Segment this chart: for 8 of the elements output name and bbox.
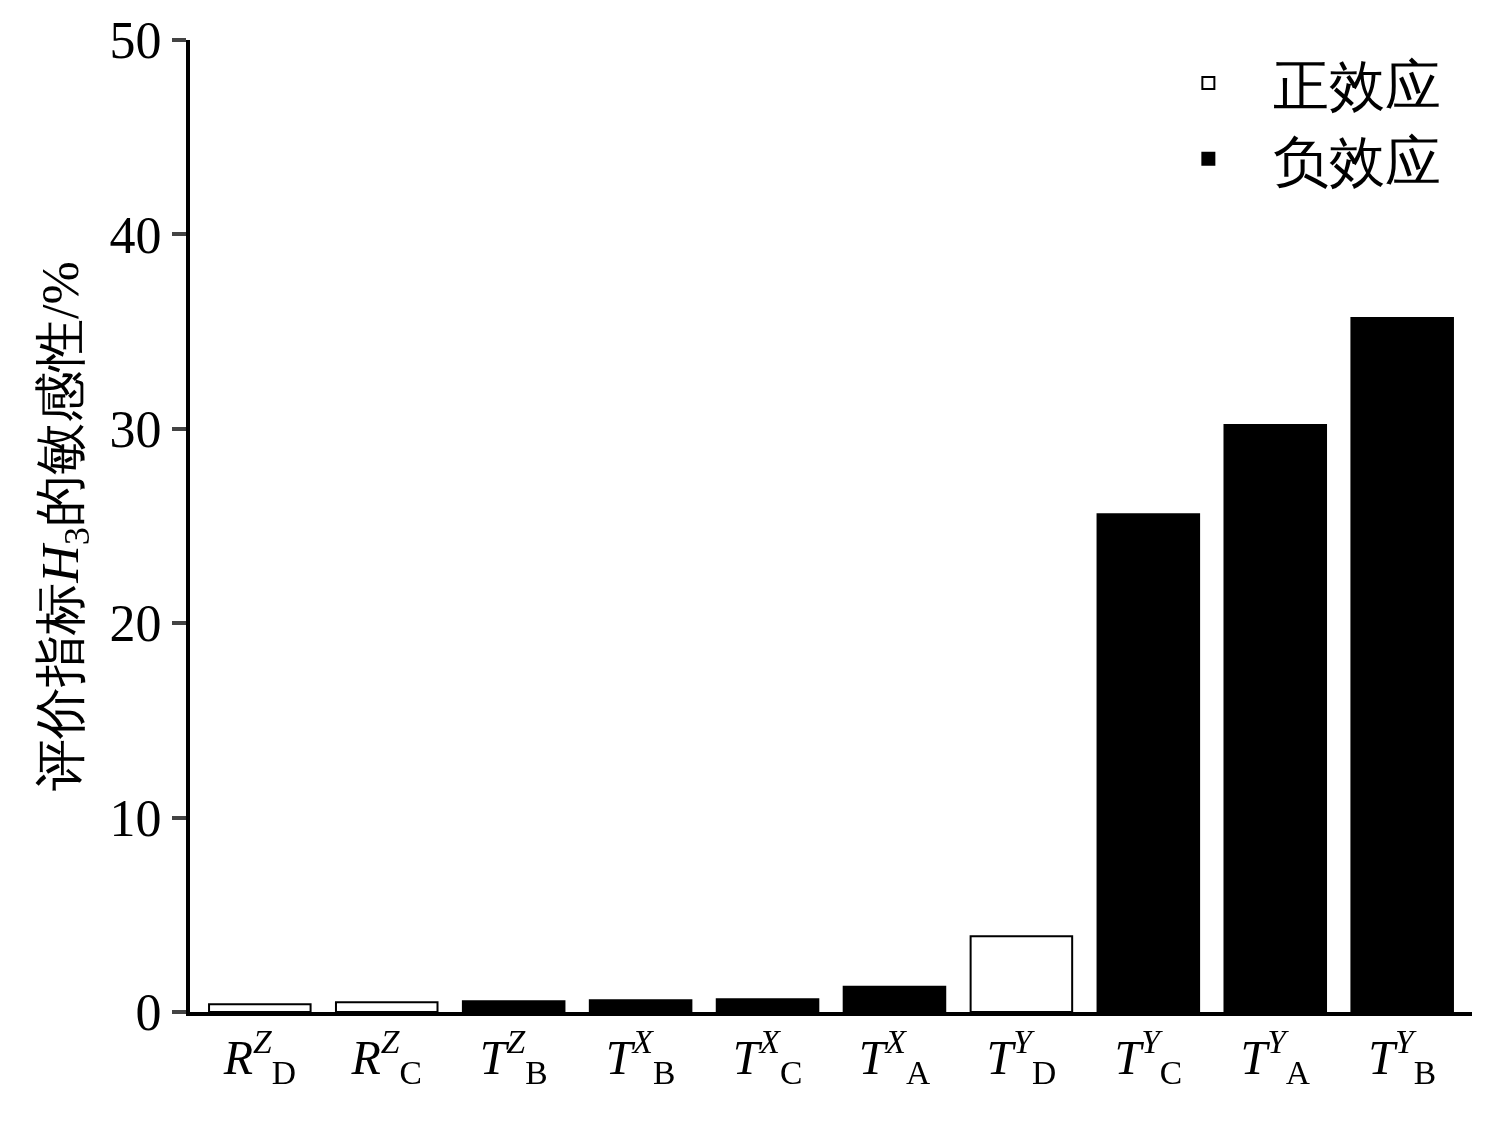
y-tick-label: 10 (109, 789, 162, 847)
y-tick-label: 30 (109, 401, 162, 458)
legend-label: 负效应 (1273, 130, 1442, 193)
legend-label: 正效应 (1273, 54, 1442, 117)
y-tick-label: 0 (135, 984, 162, 1042)
y-tick-label: 50 (109, 12, 162, 70)
y-tick-label: 20 (109, 595, 162, 653)
y-tick-label: 40 (109, 206, 162, 264)
